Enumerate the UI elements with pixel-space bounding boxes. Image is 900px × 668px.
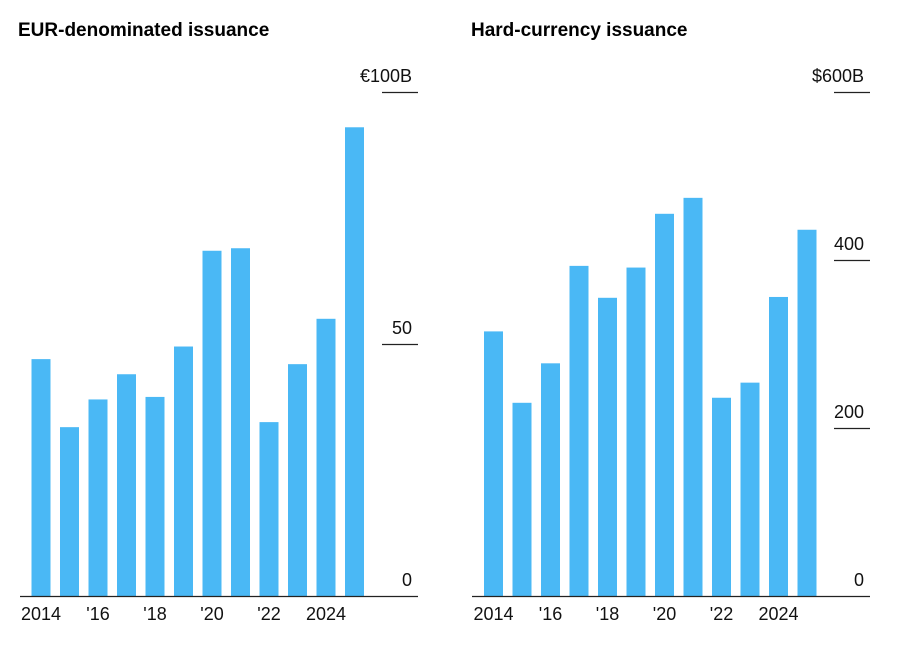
eur-bar-2025 xyxy=(345,127,364,596)
hc-bar-2017 xyxy=(569,265,589,596)
hc-bar-2022 xyxy=(712,397,731,596)
eur-x-tick-label-2022: '22 xyxy=(257,604,280,624)
eur-x-tick-label-2020: '20 xyxy=(200,604,223,624)
eur-bar-2019 xyxy=(174,346,193,596)
eur-y-tick-label-100: €100B xyxy=(360,66,412,86)
hc-bar-2021 xyxy=(683,197,703,596)
hc-bar-2018 xyxy=(598,297,617,596)
eur-bar-2024 xyxy=(316,318,336,596)
eur-bar-2016 xyxy=(88,399,108,596)
hc-x-tick-label-2014: 2014 xyxy=(473,604,513,624)
hc-x-tick-label-2022: '22 xyxy=(710,604,733,624)
eur-x-tick-label-2024: 2024 xyxy=(306,604,346,624)
eur-bar-2020 xyxy=(202,250,222,596)
hc-bar-2024 xyxy=(769,296,788,596)
eur-y-tick-label-0: 0 xyxy=(402,570,412,590)
hc-bar-2020 xyxy=(655,213,674,597)
hc-bar-2016 xyxy=(541,363,560,596)
chart-title-eur: EUR-denominated issuance xyxy=(18,20,270,41)
eur-x-tick-label-2018: '18 xyxy=(143,604,166,624)
eur-bar-2022 xyxy=(259,422,279,596)
eur-x-tick-label-2016: '16 xyxy=(86,604,109,624)
hc-x-tick-label-2016: '16 xyxy=(539,604,562,624)
hc-bar-2023 xyxy=(740,382,760,596)
hc-bar-2019 xyxy=(626,267,646,596)
eur-bar-2021 xyxy=(231,248,250,597)
hc-bar-2025 xyxy=(797,229,817,596)
eur-y-tick-label-50: 50 xyxy=(392,318,412,338)
eur-bar-2023 xyxy=(288,364,307,596)
eur-bar-2015 xyxy=(60,427,79,596)
hc-y-tick-label-600: $600B xyxy=(812,66,864,86)
chart-title-hard-currency: Hard-currency issuance xyxy=(471,20,688,41)
hc-x-tick-label-2018: '18 xyxy=(596,604,619,624)
hc-y-tick-label-200: 200 xyxy=(834,402,864,422)
eur-bar-2014 xyxy=(31,359,51,596)
hc-bar-2015 xyxy=(512,402,532,596)
eur-bar-2018 xyxy=(145,396,165,596)
hc-x-tick-label-2024: 2024 xyxy=(758,604,798,624)
hc-x-tick-label-2020: '20 xyxy=(653,604,676,624)
eur-bar-2017 xyxy=(117,374,136,596)
eur-x-tick-label-2014: 2014 xyxy=(21,604,61,624)
hc-y-tick-label-400: 400 xyxy=(834,234,864,254)
hc-bar-2014 xyxy=(484,331,503,596)
hc-y-tick-label-0: 0 xyxy=(854,570,864,590)
